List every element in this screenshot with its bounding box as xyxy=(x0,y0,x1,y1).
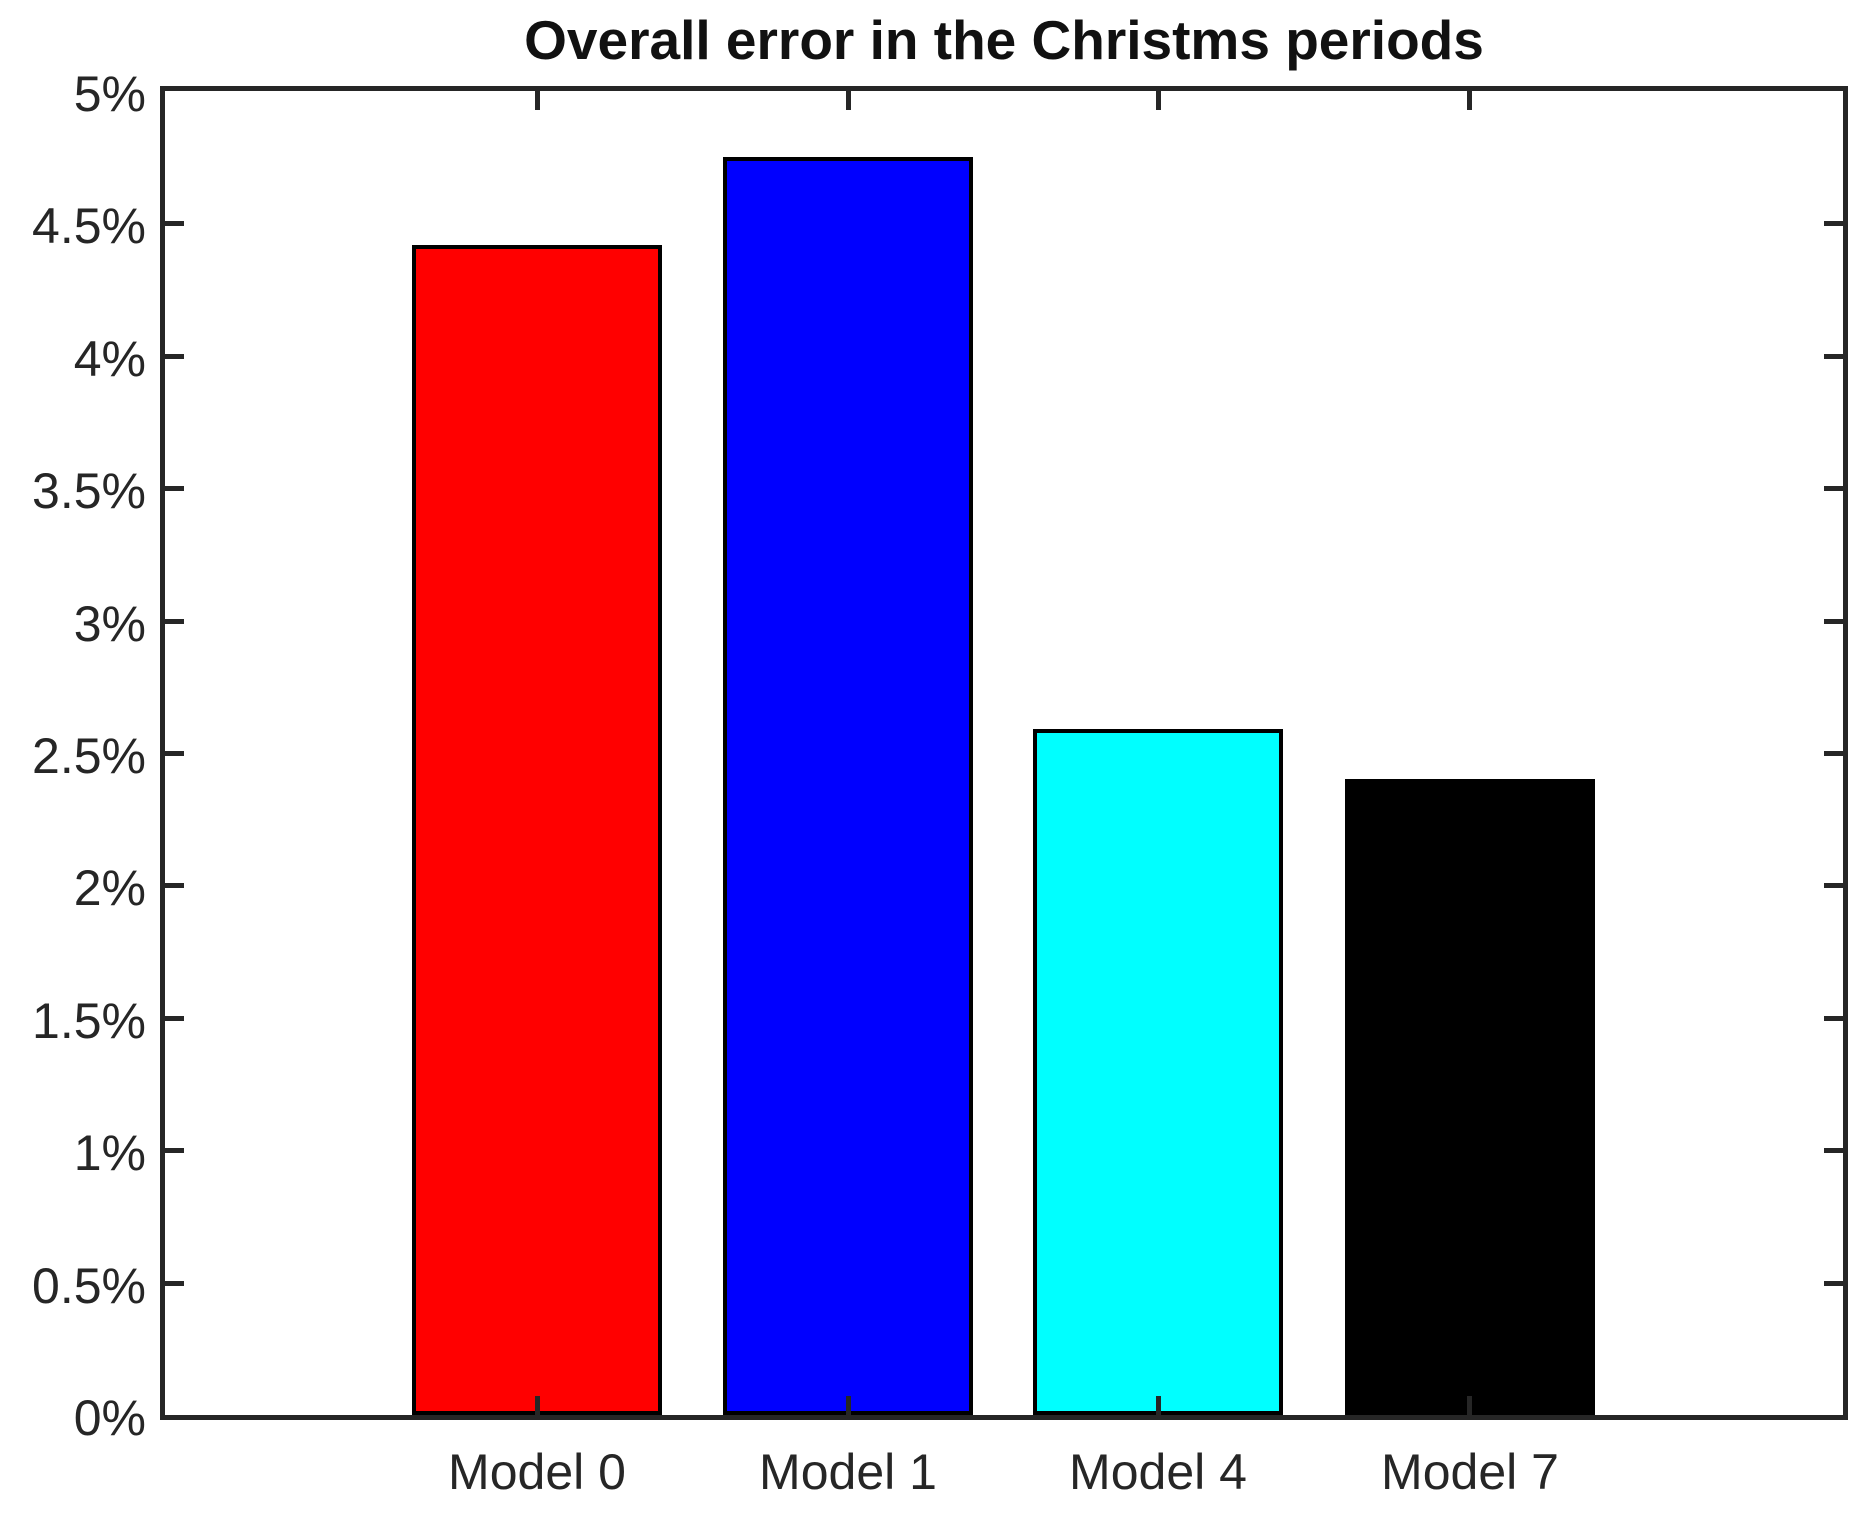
y-tick-mark-right xyxy=(1824,883,1843,888)
x-tick-mark-bottom xyxy=(1467,1396,1472,1415)
y-tick-mark-right xyxy=(1824,1016,1843,1021)
bar-model-0 xyxy=(412,245,662,1415)
y-tick-mark-left xyxy=(165,354,184,359)
y-tick-label: 1% xyxy=(73,1125,146,1181)
y-tick-mark-left xyxy=(165,1281,184,1286)
x-tick-mark-bottom xyxy=(535,1396,540,1415)
bar-model-7 xyxy=(1345,779,1595,1415)
y-tick-mark-right xyxy=(1824,354,1843,359)
y-tick-mark-right xyxy=(1824,619,1843,624)
y-tick-mark-right xyxy=(1824,486,1843,491)
x-tick-mark-top xyxy=(846,91,851,110)
x-tick-mark-top xyxy=(1156,91,1161,110)
y-tick-mark-right xyxy=(1824,221,1843,226)
x-tick-mark-top xyxy=(1467,91,1472,110)
y-tick-mark-left xyxy=(165,619,184,624)
y-tick-label: 3.5% xyxy=(32,463,146,519)
y-tick-label: 2.5% xyxy=(32,728,146,784)
x-tick-mark-top xyxy=(535,91,540,110)
bar-model-1 xyxy=(723,157,973,1415)
y-tick-label: 1.5% xyxy=(32,993,146,1049)
x-tick-label: Model 0 xyxy=(448,1444,626,1500)
y-tick-label: 5% xyxy=(73,66,146,122)
y-tick-label: 4.5% xyxy=(32,198,146,254)
y-tick-label: 2% xyxy=(73,860,146,916)
y-tick-mark-left xyxy=(165,1148,184,1153)
x-tick-label: Model 1 xyxy=(759,1444,937,1500)
x-tick-label: Model 4 xyxy=(1069,1444,1247,1500)
chart-title: Overall error in the Christms periods xyxy=(524,9,1484,71)
y-tick-label: 0% xyxy=(73,1390,146,1446)
y-tick-mark-right xyxy=(1824,1148,1843,1153)
y-tick-label: 4% xyxy=(73,331,146,387)
y-tick-label: 0.5% xyxy=(32,1258,146,1314)
y-tick-mark-right xyxy=(1824,751,1843,756)
bar-model-4 xyxy=(1033,729,1283,1415)
y-tick-mark-left xyxy=(165,221,184,226)
y-tick-mark-left xyxy=(165,1016,184,1021)
y-tick-mark-left xyxy=(165,486,184,491)
y-tick-label: 3% xyxy=(73,596,146,652)
x-tick-label: Model 7 xyxy=(1381,1444,1559,1500)
y-tick-mark-left xyxy=(165,751,184,756)
x-tick-mark-bottom xyxy=(846,1396,851,1415)
x-tick-mark-bottom xyxy=(1156,1396,1161,1415)
y-tick-mark-right xyxy=(1824,1281,1843,1286)
y-tick-mark-left xyxy=(165,883,184,888)
